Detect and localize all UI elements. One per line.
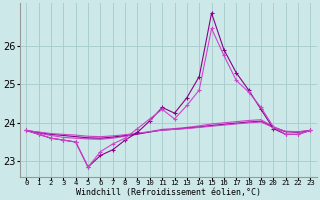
X-axis label: Windchill (Refroidissement éolien,°C): Windchill (Refroidissement éolien,°C)	[76, 188, 261, 197]
